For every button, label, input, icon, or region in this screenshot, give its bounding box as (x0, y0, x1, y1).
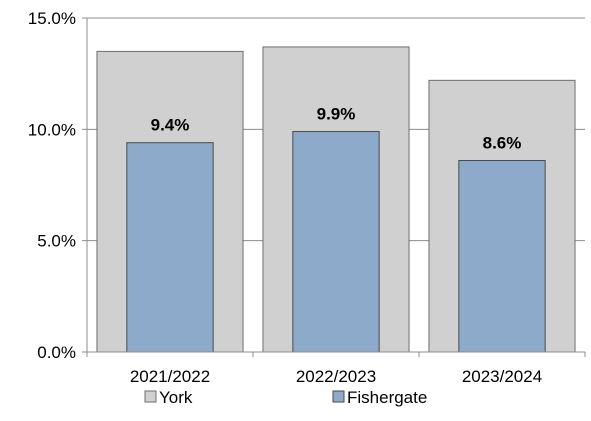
x-category-label: 2021/2022 (130, 367, 210, 386)
y-tick-label: 5.0% (37, 232, 76, 251)
legend-label-york: York (159, 388, 193, 407)
data-label: 9.4% (151, 116, 190, 135)
legend-swatch-york (144, 390, 157, 403)
axes (82, 17, 586, 357)
fishergate-bars (126, 131, 546, 353)
legend-swatch-fishergate (332, 390, 345, 403)
y-tick-label: 15.0% (28, 9, 76, 28)
data-label: 8.6% (483, 134, 522, 153)
bar-fishergate (126, 142, 214, 353)
x-category-label: 2023/2024 (462, 367, 542, 386)
y-tick-label: 0.0% (37, 343, 76, 362)
data-label: 9.9% (317, 105, 356, 124)
bar-fishergate (458, 160, 546, 353)
legend-label-fishergate: Fishergate (347, 388, 427, 407)
y-tick-label: 10.0% (28, 120, 76, 139)
legend: York Fishergate (144, 388, 427, 407)
y-tick-labels: 0.0% 5.0% 10.0% 15.0% (28, 9, 76, 362)
x-category-label: 2022/2023 (296, 367, 376, 386)
bar-fishergate (292, 131, 380, 353)
x-category-labels: 2021/2022 2022/2023 2023/2024 (130, 367, 542, 386)
data-labels: 9.4% 9.9% 8.6% (151, 105, 522, 153)
